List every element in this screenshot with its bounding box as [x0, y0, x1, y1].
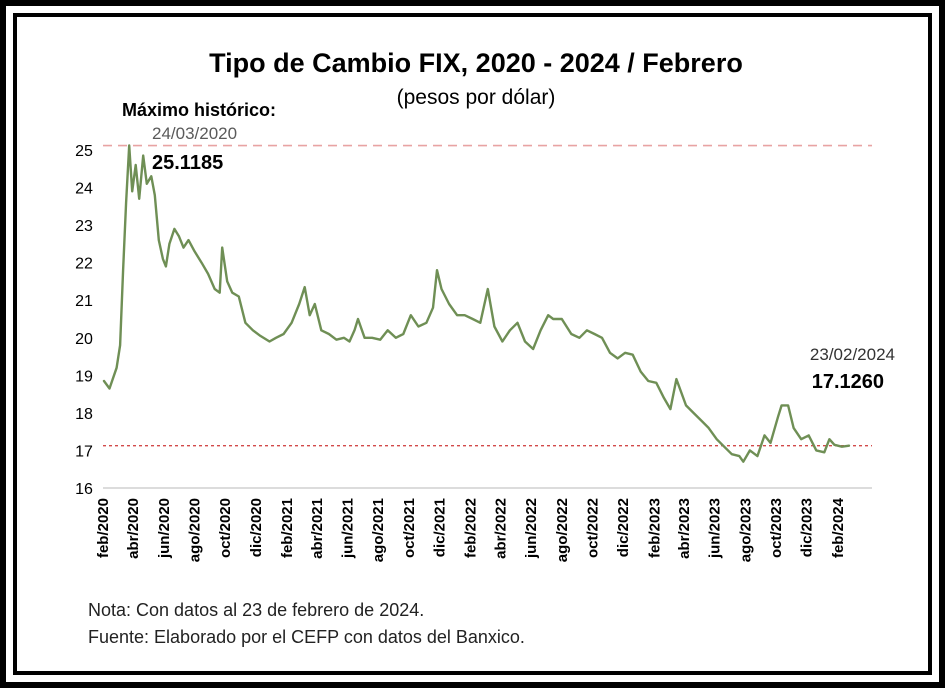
x-tick-label: oct/2021	[401, 498, 418, 558]
series-group	[102, 144, 851, 463]
y-tick-label: 21	[75, 293, 93, 310]
axes: 16 17 18 19 20 21 22 23 24 25 feb/2020 abr/2020 jun/…	[75, 143, 872, 562]
x-tick-label: ago/2023	[737, 498, 754, 562]
x-tick-label: feb/2022	[463, 498, 480, 558]
x-tick-label: oct/2020	[217, 498, 234, 558]
x-tick-label: feb/2024	[830, 497, 847, 558]
y-tick-label: 20	[75, 331, 93, 348]
x-tick-label: dic/2021	[432, 498, 449, 557]
x-tick-label: jun/2023	[707, 498, 724, 559]
x-tick-label: feb/2021	[279, 498, 296, 558]
x-tick-label: dic/2022	[615, 498, 632, 557]
max-value: 25.1185	[152, 152, 223, 174]
x-tick-label: dic/2020	[248, 498, 265, 557]
x-tick-label: oct/2022	[584, 498, 601, 558]
x-tick-label: abr/2022	[492, 498, 509, 559]
x-tick-label: oct/2023	[768, 498, 785, 558]
y-tick-label: 22	[75, 256, 93, 273]
x-tick-label: ago/2020	[187, 498, 204, 562]
y-tick-label: 17	[75, 443, 93, 460]
chart-title: Tipo de Cambio FIX, 2020 - 2024 / Febrer…	[209, 48, 743, 78]
y-tick-label: 18	[75, 406, 93, 423]
reference-lines	[103, 144, 872, 447]
y-tick-label: 19	[75, 368, 93, 385]
chart-subtitle: (pesos por dólar)	[397, 86, 556, 109]
x-tick-label: ago/2022	[554, 498, 571, 562]
x-tick-label: feb/2020	[95, 498, 112, 558]
last-value: 17.1260	[812, 371, 884, 393]
y-tick-label: 23	[75, 218, 93, 235]
x-tick-label: abr/2021	[309, 498, 326, 559]
x-tick-label: feb/2023	[646, 498, 663, 558]
last-date: 23/02/2024	[810, 345, 895, 364]
x-tick-label: jun/2020	[156, 498, 173, 559]
x-tick-label: ago/2021	[370, 498, 387, 562]
inner-frame	[13, 13, 932, 675]
footnote-nota: Nota: Con datos al 23 de febrero de 2024…	[88, 600, 424, 620]
x-tick-label: jun/2021	[339, 498, 356, 559]
series-line	[102, 144, 851, 463]
x-tick-label: dic/2023	[799, 498, 816, 557]
y-tick-label: 24	[75, 181, 93, 198]
footnote-fuente: Fuente: Elaborado por el CEFP con datos …	[88, 627, 525, 647]
max-label: Máximo histórico:	[122, 100, 276, 120]
x-tick-label: abr/2023	[676, 498, 693, 559]
max-date: 24/03/2020	[152, 124, 237, 143]
y-tick-label: 25	[75, 143, 93, 160]
y-tick-label: 16	[75, 481, 93, 498]
x-tick-label: jun/2022	[523, 498, 540, 559]
x-tick-label: abr/2020	[125, 498, 142, 559]
